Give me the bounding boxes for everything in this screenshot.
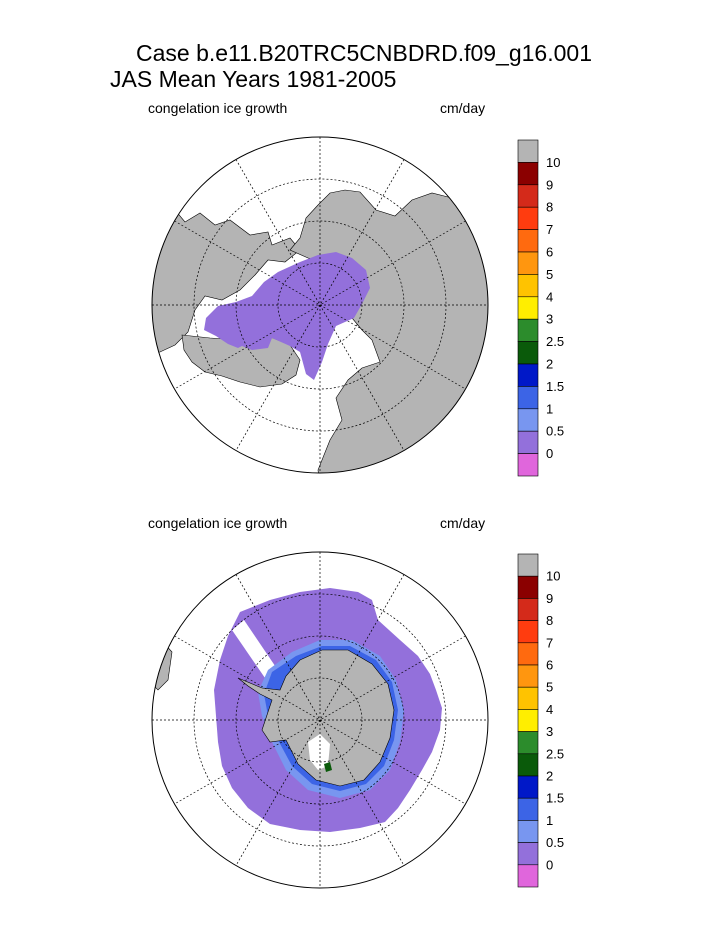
bottom-panel-units: cm/day xyxy=(440,515,486,531)
colorbar-top-swatch-5 xyxy=(517,251,539,275)
colorbar-top-swatch-0 xyxy=(517,139,539,163)
colorbar-bottom: 10 9 8 7 6 5 4 3 2.5 2 1.5 1 0.5 0 xyxy=(517,553,564,888)
colorbar-top-swatch-7 xyxy=(517,296,539,320)
colorbar-bottom-swatch-7 xyxy=(517,709,539,732)
colorbar-top: 10 9 8 7 6 5 4 3 2.5 2 1.5 1 0.5 0 xyxy=(517,139,564,477)
colorbar-bottom-label-11: 1 xyxy=(546,813,553,828)
colorbar-bottom-label-12: 0.5 xyxy=(546,835,564,850)
colorbar-bottom-swatch-5 xyxy=(517,664,539,688)
ice-ross-shelf-white xyxy=(308,734,330,770)
colorbar-bottom-swatch-9 xyxy=(517,753,539,777)
colorbar-top-swatch-11 xyxy=(517,386,539,410)
north-polar-map xyxy=(151,136,489,474)
colorbar-bottom-swatch-13 xyxy=(517,842,539,866)
colorbar-bottom-label-8: 2.5 xyxy=(546,746,564,761)
colorbar-bottom-label-3: 7 xyxy=(546,635,553,650)
colorbar-top-label-13: 0 xyxy=(546,446,553,461)
top-panel-variable: congelation ice growth xyxy=(148,100,288,116)
colorbar-bottom-swatch-11 xyxy=(517,797,539,821)
colorbar-bottom-swatch-12 xyxy=(517,820,539,843)
land-antarctica xyxy=(237,649,395,787)
colorbar-top-label-4: 6 xyxy=(546,245,553,260)
colorbar-top-swatch-6 xyxy=(517,274,539,298)
colorbar-top-label-8: 2.5 xyxy=(546,334,564,349)
colorbar-bottom-swatch-14 xyxy=(517,864,539,888)
plot-title-case: Case b.e11.B20TRC5CNBDRD.f09_g16.001 xyxy=(136,40,592,66)
colorbar-bottom-swatch-6 xyxy=(517,686,539,710)
colorbar-top-swatch-1 xyxy=(517,162,539,186)
colorbar-top-label-11: 1 xyxy=(546,401,553,416)
colorbar-top-swatch-2 xyxy=(517,184,539,208)
colorbar-top-label-9: 2 xyxy=(546,357,553,372)
colorbar-top-label-7: 3 xyxy=(546,312,553,327)
colorbar-bottom-swatch-10 xyxy=(517,775,539,799)
colorbar-bottom-label-0: 10 xyxy=(546,569,560,584)
colorbar-top-label-5: 5 xyxy=(546,267,553,282)
arctic-sea-ice xyxy=(204,252,370,380)
colorbar-top-swatch-13 xyxy=(517,430,539,454)
colorbar-bottom-swatch-4 xyxy=(517,642,539,666)
colorbar-bottom-label-2: 8 xyxy=(546,613,553,628)
colorbar-bottom-label-7: 3 xyxy=(546,724,553,739)
colorbar-bottom-label-1: 9 xyxy=(546,591,553,606)
colorbar-bottom-label-4: 6 xyxy=(546,658,553,673)
colorbar-bottom-swatch-2 xyxy=(517,598,539,621)
colorbar-top-swatch-8 xyxy=(517,318,539,342)
colorbar-top-swatch-3 xyxy=(517,206,539,230)
colorbar-top-swatch-10 xyxy=(517,363,539,387)
colorbar-bottom-label-10: 1.5 xyxy=(546,791,564,806)
colorbar-top-label-12: 0.5 xyxy=(546,424,564,439)
colorbar-top-label-2: 8 xyxy=(546,200,553,215)
colorbar-bottom-label-9: 2 xyxy=(546,769,553,784)
colorbar-top-swatch-14 xyxy=(517,453,539,477)
colorbar-top-swatch-4 xyxy=(517,229,539,253)
colorbar-bottom-label-5: 5 xyxy=(546,680,553,695)
plot-title-period: JAS Mean Years 1981-2005 xyxy=(110,66,397,92)
colorbar-bottom-swatch-1 xyxy=(517,575,539,599)
colorbar-top-label-6: 4 xyxy=(546,289,553,304)
colorbar-bottom-swatch-0 xyxy=(517,553,539,577)
south-polar-map xyxy=(151,551,489,889)
colorbar-bottom-swatch-8 xyxy=(517,731,539,755)
colorbar-bottom-swatch-3 xyxy=(517,620,539,644)
ice-ross-sea-green xyxy=(324,762,332,772)
colorbar-bottom-label-6: 4 xyxy=(546,702,553,717)
colorbar-top-swatch-12 xyxy=(517,408,539,432)
ice-white-patch xyxy=(340,345,372,360)
top-panel-units: cm/day xyxy=(440,100,486,116)
colorbar-top-label-0: 10 xyxy=(546,155,560,170)
bottom-panel-variable: congelation ice growth xyxy=(148,515,288,531)
colorbar-top-label-3: 7 xyxy=(546,222,553,237)
colorbar-bottom-label-13: 0 xyxy=(546,857,553,872)
colorbar-top-label-1: 9 xyxy=(546,177,553,192)
colorbar-top-label-10: 1.5 xyxy=(546,379,564,394)
colorbar-top-swatch-9 xyxy=(517,341,539,365)
